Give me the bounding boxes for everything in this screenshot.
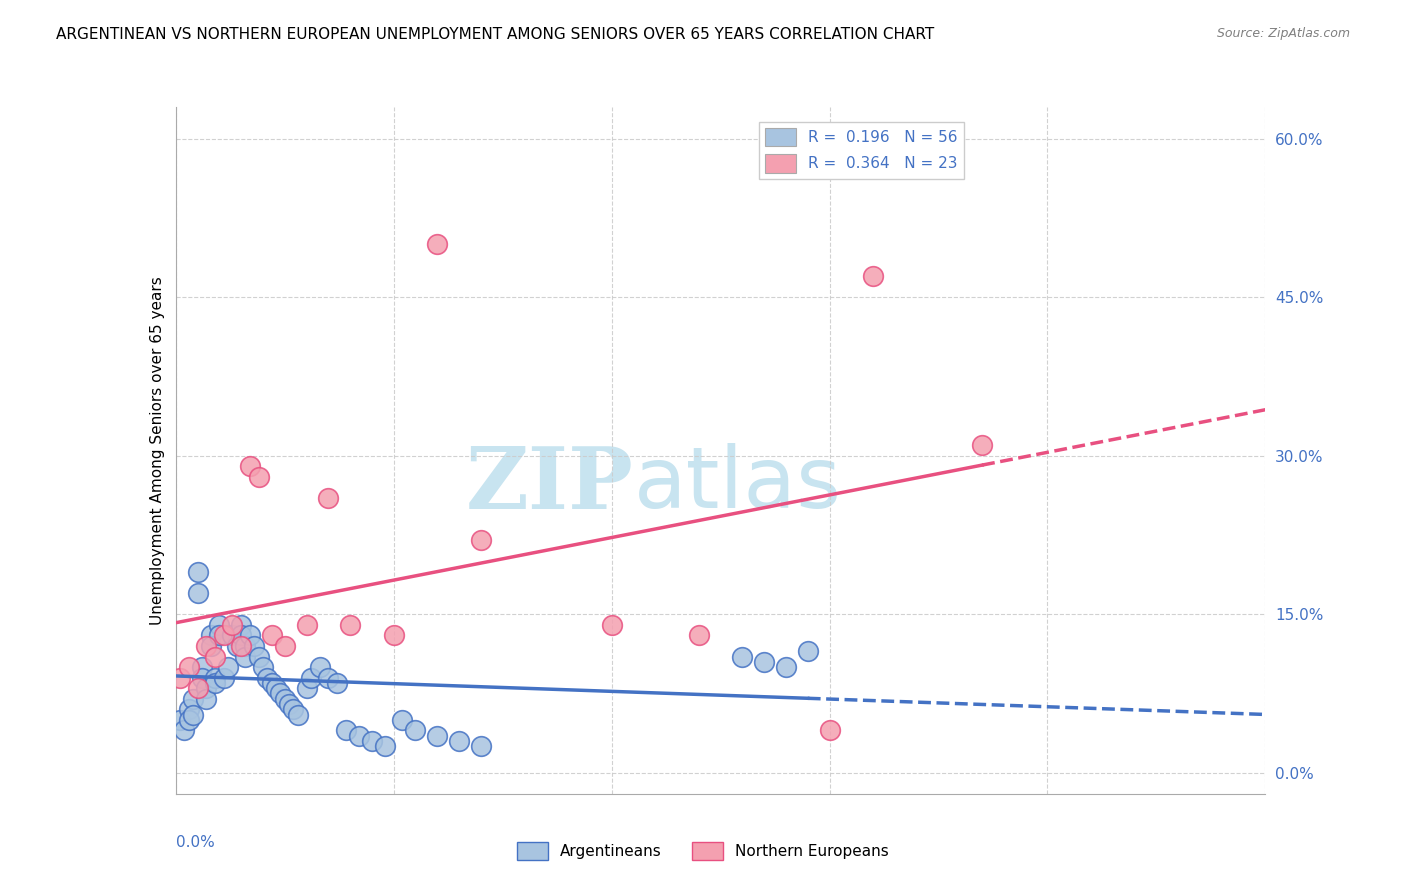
Point	[391, 713, 413, 727]
Point	[318, 671, 340, 685]
Point	[299, 671, 322, 685]
Point	[283, 702, 305, 716]
Point	[347, 729, 370, 743]
Point	[200, 628, 222, 642]
Point	[231, 628, 253, 642]
Point	[274, 639, 297, 653]
Point	[231, 617, 253, 632]
Point	[204, 676, 226, 690]
Point	[260, 628, 283, 642]
Point	[274, 691, 297, 706]
Point	[600, 617, 623, 632]
Point	[177, 713, 200, 727]
Point	[970, 438, 993, 452]
Point	[169, 671, 191, 685]
Text: atlas: atlas	[633, 443, 841, 526]
Point	[186, 681, 209, 696]
Point	[247, 649, 270, 664]
Point	[308, 660, 330, 674]
Point	[177, 702, 200, 716]
Point	[235, 639, 257, 653]
Point	[862, 269, 884, 284]
Point	[775, 660, 797, 674]
Point	[195, 691, 218, 706]
Point	[382, 628, 405, 642]
Text: 0.0%: 0.0%	[176, 835, 215, 850]
Point	[360, 734, 382, 748]
Point	[796, 644, 818, 658]
Point	[252, 660, 274, 674]
Point	[374, 739, 396, 754]
Point	[470, 739, 492, 754]
Point	[208, 617, 231, 632]
Point	[278, 697, 301, 711]
Point	[173, 723, 195, 738]
Legend: Argentineans, Northern Europeans: Argentineans, Northern Europeans	[512, 836, 894, 866]
Point	[191, 660, 214, 674]
Point	[754, 655, 776, 669]
Point	[247, 470, 270, 484]
Point	[256, 671, 278, 685]
Point	[204, 671, 226, 685]
Point	[186, 565, 209, 579]
Legend: R =  0.196   N = 56, R =  0.364   N = 23: R = 0.196 N = 56, R = 0.364 N = 23	[759, 121, 963, 178]
Point	[318, 491, 340, 505]
Point	[195, 681, 218, 696]
Point	[269, 686, 291, 700]
Point	[208, 628, 231, 642]
Point	[335, 723, 357, 738]
Point	[326, 676, 349, 690]
Point	[426, 237, 449, 252]
Point	[212, 671, 235, 685]
Point	[731, 649, 754, 664]
Point	[688, 628, 710, 642]
Point	[181, 707, 204, 722]
Point	[181, 691, 204, 706]
Text: ZIP: ZIP	[465, 442, 633, 527]
Point	[231, 639, 253, 653]
Text: Source: ZipAtlas.com: Source: ZipAtlas.com	[1216, 27, 1350, 40]
Point	[169, 713, 191, 727]
Point	[405, 723, 427, 738]
Point	[470, 533, 492, 548]
Point	[177, 660, 200, 674]
Point	[287, 707, 309, 722]
Point	[225, 639, 247, 653]
Point	[818, 723, 841, 738]
Point	[260, 676, 283, 690]
Point	[221, 628, 243, 642]
Point	[243, 639, 266, 653]
Point	[295, 617, 318, 632]
Point	[191, 671, 214, 685]
Point	[264, 681, 287, 696]
Point	[426, 729, 449, 743]
Point	[339, 617, 361, 632]
Point	[239, 459, 262, 474]
Y-axis label: Unemployment Among Seniors over 65 years: Unemployment Among Seniors over 65 years	[149, 277, 165, 624]
Point	[447, 734, 470, 748]
Point	[235, 649, 257, 664]
Point	[195, 639, 218, 653]
Text: ARGENTINEAN VS NORTHERN EUROPEAN UNEMPLOYMENT AMONG SENIORS OVER 65 YEARS CORREL: ARGENTINEAN VS NORTHERN EUROPEAN UNEMPLO…	[56, 27, 935, 42]
Point	[295, 681, 318, 696]
Point	[212, 628, 235, 642]
Point	[221, 617, 243, 632]
Point	[217, 660, 239, 674]
Point	[200, 639, 222, 653]
Point	[186, 586, 209, 600]
Point	[239, 628, 262, 642]
Point	[204, 649, 226, 664]
